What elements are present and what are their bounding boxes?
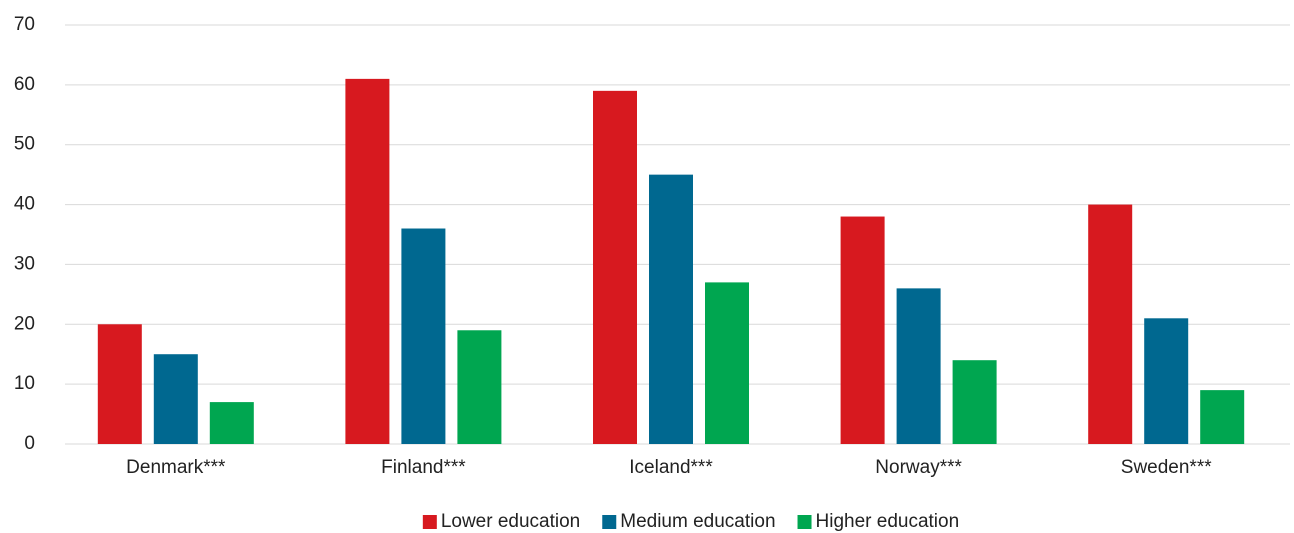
bar	[153, 354, 198, 444]
x-tick-label: Sweden***	[1121, 457, 1212, 478]
y-tick-label: 10	[14, 373, 35, 394]
bar	[457, 330, 502, 444]
legend-swatch	[797, 515, 812, 529]
bar	[649, 174, 693, 444]
y-tick-label: 50	[14, 134, 35, 155]
x-tick-label: Finland***	[381, 457, 466, 478]
y-tick-label: 40	[14, 194, 35, 215]
y-tick-label: 30	[14, 253, 35, 274]
bar	[1144, 318, 1189, 444]
bar	[952, 360, 997, 444]
x-tick-label: Norway***	[875, 457, 962, 478]
y-tick-label: 20	[14, 313, 35, 334]
legend-swatch	[422, 515, 437, 529]
legend-label: Medium education	[620, 511, 775, 532]
bar	[1200, 390, 1245, 444]
bar	[345, 78, 390, 444]
bar	[840, 216, 885, 444]
y-tick-label: 60	[14, 74, 35, 95]
bar	[209, 402, 254, 444]
bar	[1088, 204, 1133, 444]
legend-label: Higher education	[816, 511, 960, 532]
x-tick-label: Denmark***	[126, 457, 226, 478]
y-tick-label: 0	[24, 433, 35, 454]
legend-label: Lower education	[441, 511, 580, 532]
bar	[593, 90, 637, 444]
x-tick-label: Iceland***	[629, 457, 713, 478]
bar	[401, 228, 446, 444]
legend-swatch	[602, 515, 617, 529]
bar	[896, 288, 941, 444]
y-tick-label: 70	[14, 14, 35, 35]
bar	[97, 324, 142, 444]
bar	[705, 282, 749, 444]
